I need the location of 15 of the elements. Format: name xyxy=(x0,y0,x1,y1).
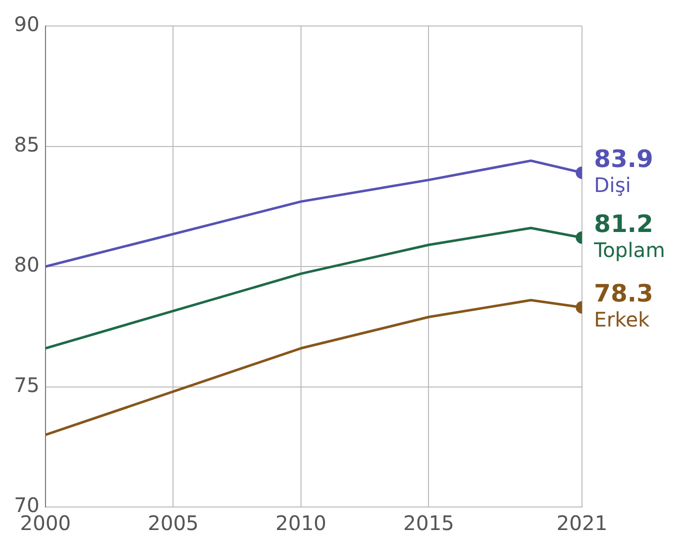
x-tick-label: 2021 xyxy=(556,511,608,536)
y-tick-label: 80 xyxy=(14,252,40,277)
series-label: Erkek xyxy=(594,308,650,332)
x-tick-label: 2010 xyxy=(275,511,326,536)
series-label: Toplam xyxy=(593,238,666,262)
x-tick-label: 2005 xyxy=(148,511,199,536)
data-label: 81.2 xyxy=(594,210,654,238)
y-tick-label: 85 xyxy=(14,132,40,156)
y-tick-label: 90 xyxy=(14,12,40,36)
x-tick-label: 2015 xyxy=(403,511,454,536)
x-tick-label: 2000 xyxy=(20,511,71,536)
data-label: 83.9 xyxy=(594,144,654,173)
y-tick-label: 75 xyxy=(14,372,40,397)
series-label: Dişi xyxy=(594,172,631,197)
data-label: 78.3 xyxy=(594,280,654,308)
